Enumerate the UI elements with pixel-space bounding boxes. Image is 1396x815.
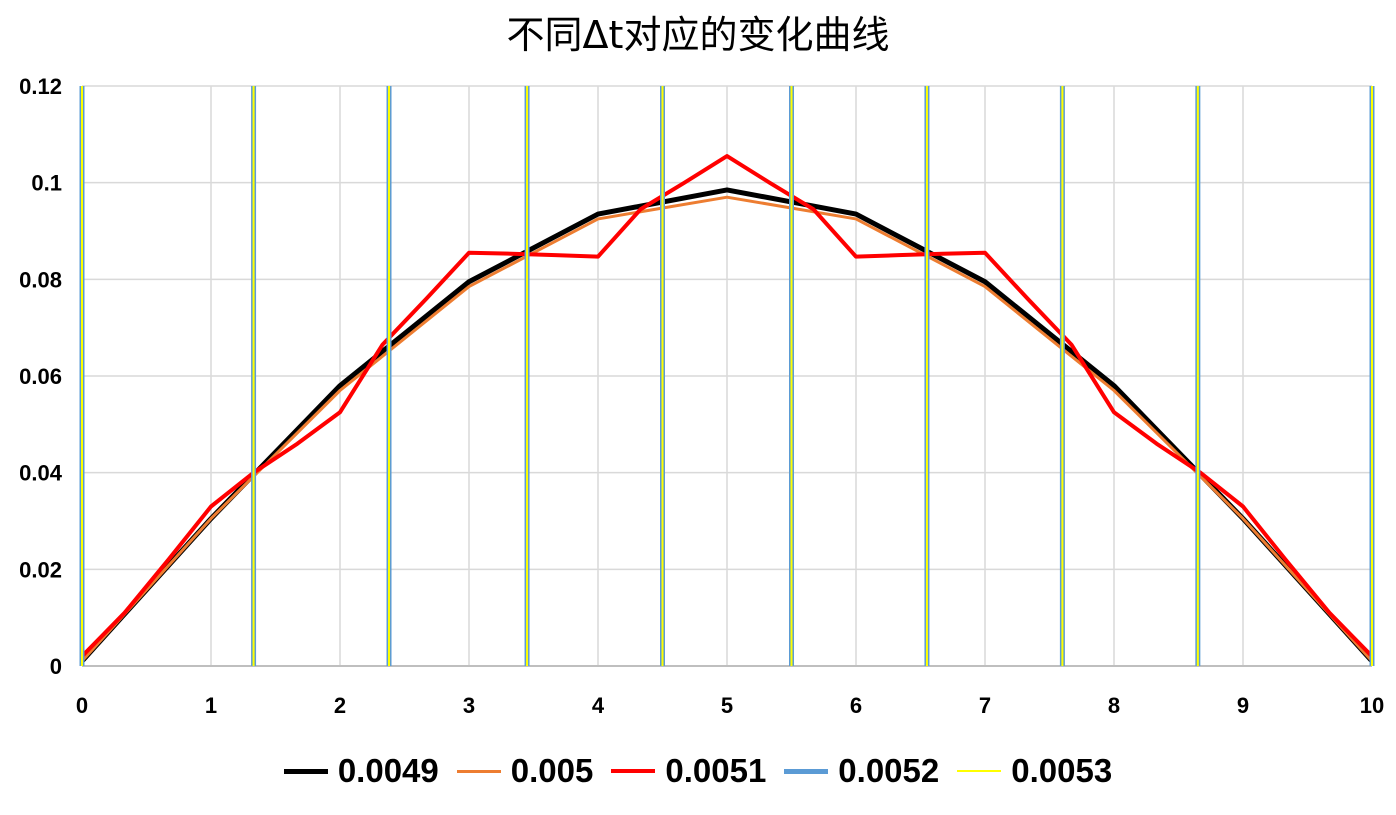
x-tick-labels: 0 1 2 3 4 5 6 7 8 9 10 xyxy=(76,693,1384,718)
legend-swatch xyxy=(784,768,829,774)
y-tick-label: 0.1 xyxy=(31,171,62,196)
x-tick-label: 9 xyxy=(1237,693,1249,718)
legend-item: 0.0051 xyxy=(611,752,766,790)
legend-swatch xyxy=(957,770,1002,772)
x-tick-label: 0 xyxy=(76,693,88,718)
x-tick-label: 7 xyxy=(979,693,991,718)
x-tick-label: 1 xyxy=(205,693,217,718)
legend-swatch xyxy=(283,768,328,774)
y-tick-label: 0.04 xyxy=(19,461,63,486)
legend-label: 0.0053 xyxy=(1011,752,1113,789)
x-tick-label: 5 xyxy=(721,693,733,718)
x-tick-label: 3 xyxy=(463,693,475,718)
x-tick-label: 4 xyxy=(592,693,605,718)
y-tick-labels: 0 0.02 0.04 0.06 0.08 0.1 0.12 xyxy=(19,74,63,679)
legend-item: 0.0052 xyxy=(784,752,939,790)
legend-item: 0.0053 xyxy=(957,752,1112,790)
y-tick-label: 0.12 xyxy=(19,74,62,99)
x-tick-label: 6 xyxy=(850,693,862,718)
y-tick-label: 0.08 xyxy=(19,267,62,292)
legend-item: 0.005 xyxy=(456,752,594,790)
grid-lines xyxy=(81,85,1373,667)
legend-label: 0.0052 xyxy=(838,752,940,789)
series-line-0.0051 xyxy=(80,154,1374,658)
legend: 0.0049 0.005 0.0051 0.0052 0.0053 xyxy=(0,752,1396,790)
legend-label: 0.005 xyxy=(510,752,594,789)
series-lines xyxy=(79,86,1375,666)
chart-title: 不同Δt对应的变化曲线 xyxy=(506,13,890,57)
legend-label: 0.0051 xyxy=(665,752,767,789)
y-tick-label: 0.02 xyxy=(19,557,62,582)
legend-swatch xyxy=(456,769,501,773)
x-tick-label: 2 xyxy=(334,693,346,718)
y-tick-label: 0.06 xyxy=(19,364,62,389)
series-line-0.0049 xyxy=(80,187,1374,663)
legend-item: 0.0049 xyxy=(283,752,439,790)
x-tick-label: 8 xyxy=(1108,693,1120,718)
legend-swatch xyxy=(611,769,656,773)
x-tick-label: 10 xyxy=(1360,693,1384,718)
legend-label: 0.0049 xyxy=(337,752,439,789)
series-line-0.005 xyxy=(80,195,1374,663)
series-line-0.0053 xyxy=(81,86,1373,666)
y-tick-label: 0 xyxy=(50,654,62,679)
